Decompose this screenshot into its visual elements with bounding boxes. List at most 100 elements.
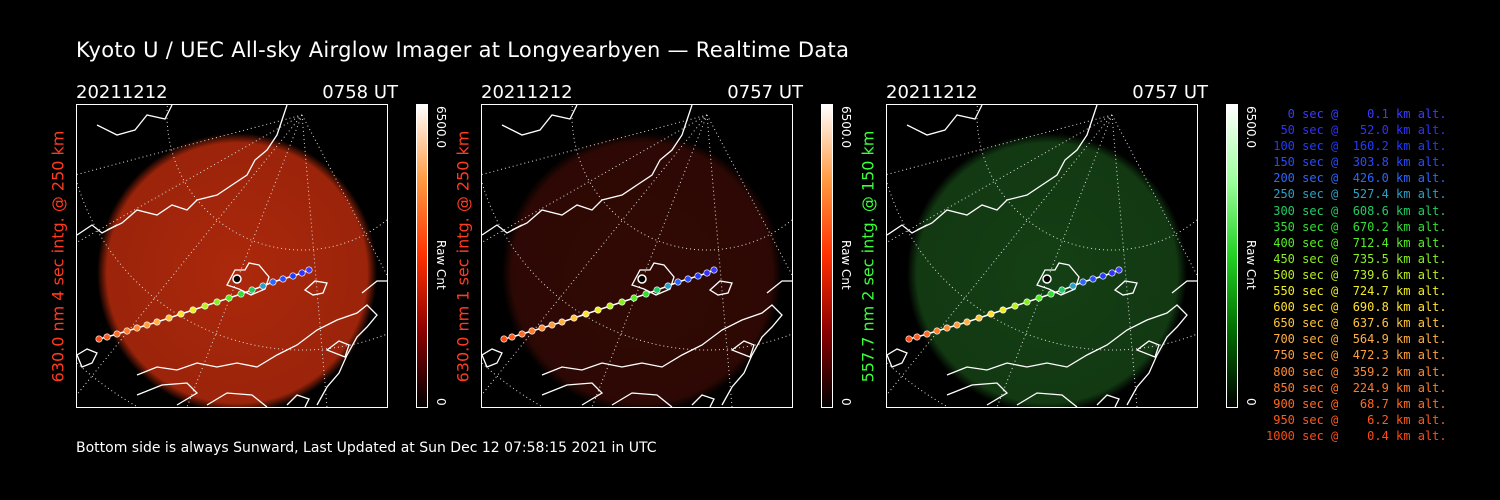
trajectory-point bbox=[1115, 266, 1123, 274]
legend-row: 300 sec @ 608.6 km alt. bbox=[1266, 203, 1447, 218]
legend-row: 0 sec @ 0.1 km alt. bbox=[1266, 107, 1447, 121]
allsky-image-map bbox=[886, 104, 1198, 408]
trajectory-point bbox=[528, 327, 536, 335]
trajectory-point bbox=[213, 298, 221, 306]
legend-row: 850 sec @ 224.9 km alt. bbox=[1266, 380, 1447, 395]
legend-row: 500 sec @ 739.6 km alt. bbox=[1266, 267, 1447, 282]
legend-row: 900 sec @ 68.7 km alt. bbox=[1266, 396, 1447, 411]
trajectory-point bbox=[933, 327, 941, 335]
panel-time: 0757 UT bbox=[1132, 82, 1208, 103]
rocket-trajectory bbox=[500, 266, 718, 343]
trajectory-point bbox=[953, 321, 961, 329]
trajectory-point bbox=[123, 327, 131, 335]
panel-3: 20211212 0757 UT 557.7 nm 2 sec intg. @ … bbox=[859, 80, 1286, 430]
panel-2: 20211212 0757 UT 630.0 nm 1 sec intg. @ … bbox=[454, 80, 881, 430]
trajectory-point bbox=[653, 286, 661, 294]
coastline bbox=[482, 105, 792, 407]
trajectory-point bbox=[508, 333, 516, 341]
station-marker bbox=[1042, 274, 1052, 284]
trajectory-point bbox=[518, 330, 526, 338]
trajectory-point bbox=[923, 330, 931, 338]
trajectory-point bbox=[165, 314, 173, 322]
altitude-legend: 0 sec @ 0.1 km alt. 50 sec @ 52.0 km alt… bbox=[1266, 106, 1447, 444]
panel-side-label: 630.0 nm 1 sec intg. @ 250 km bbox=[453, 130, 473, 382]
legend-row: 250 sec @ 527.4 km alt. bbox=[1266, 187, 1447, 202]
trajectory-point bbox=[201, 302, 209, 310]
panel-date: 20211212 bbox=[481, 82, 573, 103]
colorbar-min-label: 0 bbox=[839, 398, 853, 406]
trajectory-point bbox=[189, 306, 197, 314]
trajectory-point bbox=[298, 269, 306, 277]
colorbar-max-label: 6500.0 bbox=[434, 106, 448, 148]
trajectory-point bbox=[133, 324, 141, 332]
trajectory-point bbox=[548, 321, 556, 329]
trajectory-point bbox=[975, 314, 983, 322]
trajectory-point bbox=[694, 272, 702, 280]
trajectory-point bbox=[674, 278, 682, 286]
colorbar bbox=[1226, 104, 1238, 408]
trajectory-point bbox=[248, 286, 256, 294]
trajectory-point bbox=[1089, 275, 1097, 283]
lat-lon-grid bbox=[77, 105, 387, 407]
trajectory-point bbox=[289, 272, 297, 280]
colorbar bbox=[416, 104, 428, 408]
panel-time: 0758 UT bbox=[322, 82, 398, 103]
legend-row: 650 sec @ 637.6 km alt. bbox=[1266, 316, 1447, 331]
trajectory-point bbox=[943, 324, 951, 332]
legend-row: 550 sec @ 724.7 km alt. bbox=[1266, 284, 1447, 299]
panel-1: 20211212 0758 UT 630.0 nm 4 sec intg. @ … bbox=[49, 80, 476, 430]
lat-lon-grid bbox=[887, 105, 1197, 407]
trajectory-point bbox=[237, 290, 245, 298]
trajectory-point bbox=[1079, 278, 1087, 286]
trajectory-point bbox=[1108, 269, 1116, 277]
trajectory-point bbox=[582, 310, 590, 318]
trajectory-point bbox=[95, 335, 103, 343]
trajectory-point bbox=[113, 330, 121, 338]
panel-time: 0757 UT bbox=[727, 82, 803, 103]
colorbar-max-label: 6500.0 bbox=[1244, 106, 1258, 148]
trajectory-point bbox=[177, 310, 185, 318]
trajectory-point bbox=[710, 266, 718, 274]
trajectory-point bbox=[153, 318, 161, 326]
trajectory-point bbox=[558, 318, 566, 326]
legend-row: 950 sec @ 6.2 km alt. bbox=[1266, 412, 1447, 427]
legend-row: 350 sec @ 670.2 km alt. bbox=[1266, 219, 1447, 234]
trajectory-point bbox=[703, 269, 711, 277]
legend-row: 150 sec @ 303.8 km alt. bbox=[1266, 155, 1447, 170]
trajectory-point bbox=[1069, 282, 1077, 290]
legend-row: 200 sec @ 426.0 km alt. bbox=[1266, 171, 1447, 186]
trajectory-point bbox=[606, 302, 614, 310]
legend-row: 450 sec @ 735.5 km alt. bbox=[1266, 251, 1447, 266]
panel-date: 20211212 bbox=[886, 82, 978, 103]
legend-row: 750 sec @ 472.3 km alt. bbox=[1266, 348, 1447, 363]
trajectory-point bbox=[269, 278, 277, 286]
trajectory-point bbox=[279, 275, 287, 283]
panel-side-label: 557.7 nm 2 sec intg. @ 150 km bbox=[858, 130, 878, 382]
trajectory-point bbox=[1035, 294, 1043, 302]
legend-row: 1000 sec @ 0.4 km alt. bbox=[1266, 428, 1447, 443]
panel-date: 20211212 bbox=[76, 82, 168, 103]
trajectory-point bbox=[500, 335, 508, 343]
legend-row: 800 sec @ 359.2 km alt. bbox=[1266, 364, 1447, 379]
allsky-image-map bbox=[481, 104, 793, 408]
page-title: Kyoto U / UEC All-sky Airglow Imager at … bbox=[76, 38, 850, 62]
station-marker bbox=[637, 274, 647, 284]
trajectory-point bbox=[1058, 286, 1066, 294]
legend-row: 50 sec @ 52.0 km alt. bbox=[1266, 123, 1447, 138]
rocket-trajectory bbox=[95, 266, 313, 343]
lat-lon-grid bbox=[482, 105, 792, 407]
trajectory-point bbox=[1023, 298, 1031, 306]
legend-row: 100 sec @ 160.2 km alt. bbox=[1266, 139, 1447, 154]
trajectory-point bbox=[570, 314, 578, 322]
footer-status: Bottom side is always Sunward, Last Upda… bbox=[76, 440, 657, 456]
panel-side-label: 630.0 nm 4 sec intg. @ 250 km bbox=[48, 130, 68, 382]
trajectory-point bbox=[538, 324, 546, 332]
trajectory-point bbox=[684, 275, 692, 283]
trajectory-point bbox=[1047, 290, 1055, 298]
colorbar-unit-label: Raw Cnt bbox=[434, 240, 448, 290]
trajectory-point bbox=[594, 306, 602, 314]
trajectory-point bbox=[1011, 302, 1019, 310]
colorbar-min-label: 0 bbox=[1244, 398, 1258, 406]
trajectory-point bbox=[1099, 272, 1107, 280]
trajectory-point bbox=[305, 266, 313, 274]
